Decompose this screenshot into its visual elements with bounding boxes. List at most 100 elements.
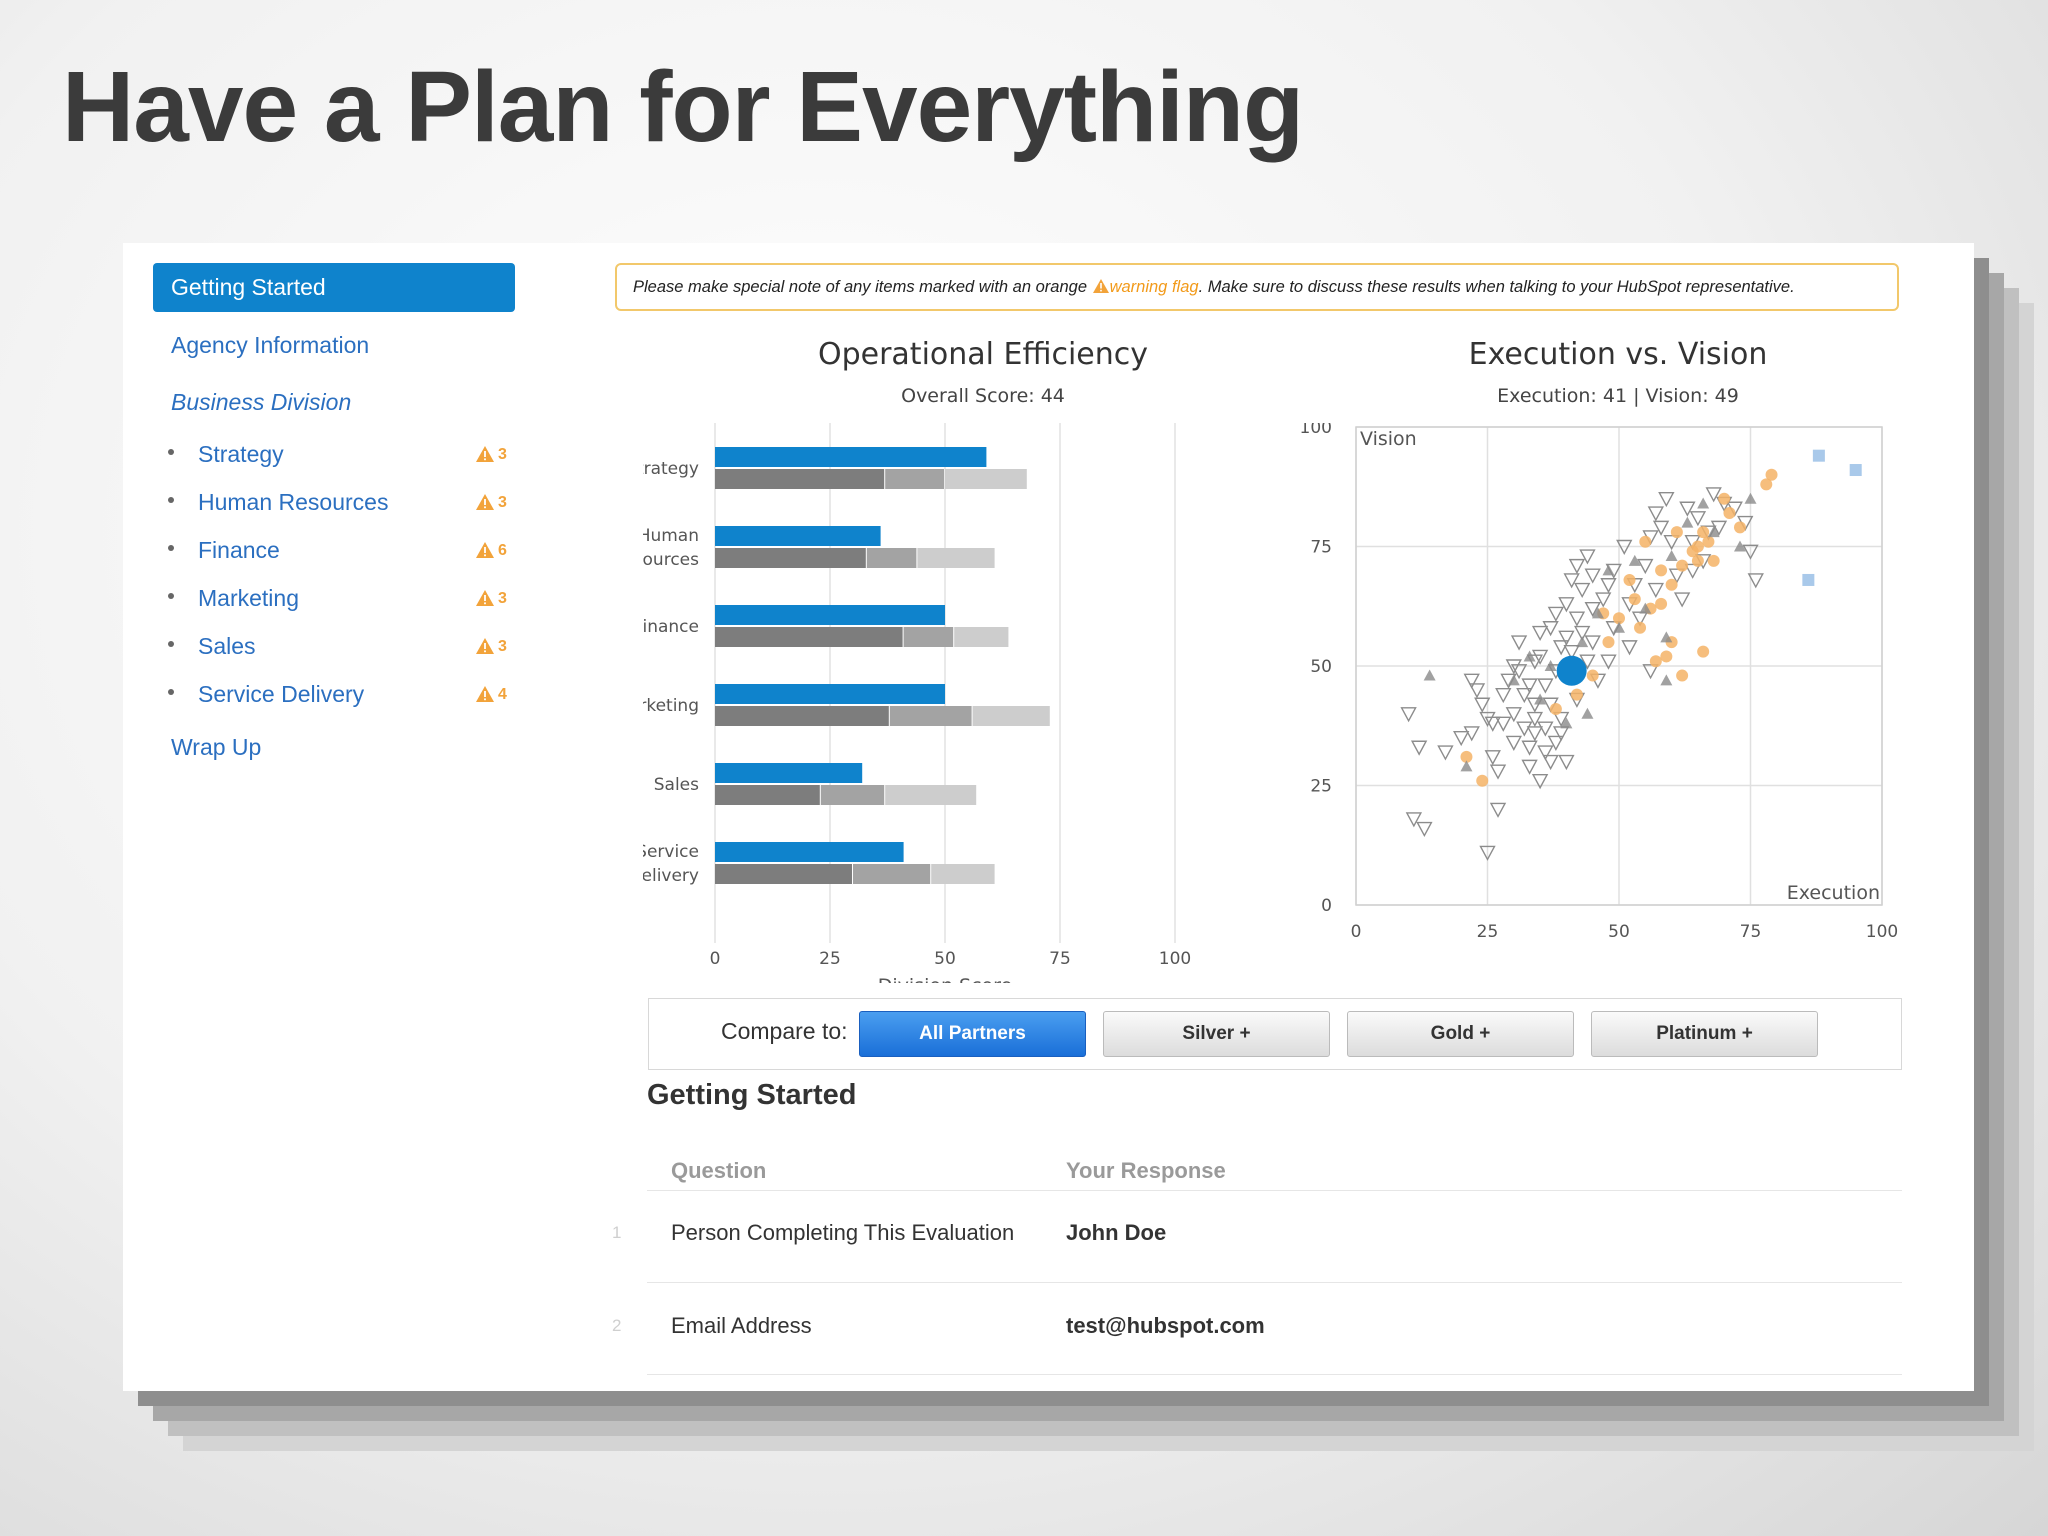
x-axis-label: Execution xyxy=(1787,882,1880,904)
scatter-point-partner xyxy=(1463,673,1480,689)
scatter-point-peer xyxy=(1665,578,1678,591)
scatter-point-partner xyxy=(1526,654,1544,670)
nav-item-finance[interactable]: Finance 6 xyxy=(168,537,518,571)
scatter-point-peer xyxy=(1649,655,1662,668)
category-label-line: Service xyxy=(643,842,699,862)
scatter-point-partner xyxy=(1526,726,1544,742)
scatter-point-other xyxy=(1423,669,1436,681)
nav-item-marketing[interactable]: Marketing 3 xyxy=(168,585,518,619)
scatter-point-peer xyxy=(1586,669,1599,682)
nav-item-sales[interactable]: Sales 3 xyxy=(168,633,518,667)
scatter-point-other xyxy=(1581,707,1594,719)
scatter-point-partner xyxy=(1453,731,1470,747)
warning-count: 6 xyxy=(498,542,507,559)
scatter-point-top-tier xyxy=(1802,573,1815,586)
scatter-point-partner xyxy=(1474,697,1491,713)
scatter-point-other xyxy=(1544,660,1557,671)
scatter-point-other xyxy=(1523,650,1536,662)
warning-badge: 4 xyxy=(475,685,511,707)
compare-gold-button[interactable]: Gold + xyxy=(1347,1011,1574,1057)
nav-getting-started[interactable]: Getting Started xyxy=(153,263,515,312)
scatter-point-partner xyxy=(1563,573,1580,589)
scatter-point-partner xyxy=(1668,568,1686,584)
scatter-point-partner xyxy=(1516,721,1533,737)
warning-triangle-icon xyxy=(476,446,494,462)
scatter-point-partner xyxy=(1405,812,1423,828)
scatter-point-partner xyxy=(1679,501,1696,517)
scatter-point-partner xyxy=(1616,539,1633,555)
scatter-point-partner xyxy=(1647,506,1664,522)
warning-notice: Please make special note of any items ma… xyxy=(615,263,1899,311)
nav-item-strategy[interactable]: Strategy 3 xyxy=(168,441,518,475)
row-question: Person Completing This Evaluation xyxy=(671,1220,1015,1245)
scatter-point-other xyxy=(1697,497,1710,509)
compare-all-partners-button[interactable]: All Partners xyxy=(859,1011,1086,1057)
scatter-point-partner xyxy=(1489,802,1507,818)
x-tick-label: 0 xyxy=(1351,922,1362,942)
compare-platinum-button[interactable]: Platinum + xyxy=(1591,1011,1818,1057)
scatter-point-partner xyxy=(1521,759,1538,775)
nav-business-division[interactable]: Business Division xyxy=(171,389,352,415)
scatter-point-partner xyxy=(1437,745,1454,761)
warning-badge: 3 xyxy=(475,493,511,515)
nav-item-service-delivery[interactable]: Service Delivery 4 xyxy=(168,681,518,715)
y-axis-label: Vision xyxy=(1360,428,1417,450)
scatter-point-partner xyxy=(1463,726,1480,742)
nav-agency-information[interactable]: Agency Information xyxy=(171,332,370,358)
category-label: Service Delivery xyxy=(643,842,699,886)
bar-your-score xyxy=(715,684,945,704)
scatter-point-peer xyxy=(1655,564,1668,577)
scatter-point-partner xyxy=(1631,611,1649,627)
bar-benchmark-segment xyxy=(715,706,889,726)
scatter-point-other xyxy=(1602,564,1615,576)
scatter-point-partner xyxy=(1558,754,1575,771)
scatter-point-partner xyxy=(1584,635,1601,651)
report-panel: Getting Started Agency Information Busin… xyxy=(123,243,1974,1391)
scatter-point-partner xyxy=(1537,721,1554,737)
scatter-point-partner xyxy=(1505,735,1522,751)
x-tick-label: 25 xyxy=(819,949,841,969)
bullet-dot xyxy=(168,497,174,503)
bar-benchmark-segment xyxy=(820,785,885,805)
row-response: John Doe xyxy=(1066,1220,1167,1245)
scatter-point-partner xyxy=(1526,697,1544,713)
warning-triangle-icon xyxy=(476,638,494,654)
category-label: Strategy xyxy=(643,459,699,479)
category-label: Finance xyxy=(643,617,699,637)
scatter-point-partner xyxy=(1537,745,1554,761)
scatter-point-peer xyxy=(1460,750,1473,763)
scatter-point-partner xyxy=(1552,640,1570,656)
scatter-point-partner xyxy=(1489,764,1507,780)
scatter-point-partner xyxy=(1600,654,1617,670)
bar-your-score xyxy=(715,447,987,467)
bar-benchmark-segment xyxy=(917,548,995,568)
x-tick-label: 75 xyxy=(1740,922,1762,942)
warning-badge: 3 xyxy=(475,637,511,659)
efficiency-title: Operational Efficiency xyxy=(817,337,1149,372)
scatter-point-partner xyxy=(1400,707,1417,723)
scatter-point-partner xyxy=(1689,511,1707,527)
nav-item-human-resources[interactable]: Human Resources 3 xyxy=(168,489,518,523)
scatter-point-partner xyxy=(1584,568,1601,584)
bar-your-score xyxy=(715,605,945,625)
scatter-point-peer xyxy=(1723,507,1736,520)
scatter-point-other xyxy=(1628,554,1641,566)
warning-count: 3 xyxy=(498,638,507,655)
scatter-title: Execution vs. Vision xyxy=(1468,337,1768,372)
compare-silver-button[interactable]: Silver + xyxy=(1103,1011,1330,1057)
scatter-point-partner xyxy=(1479,845,1496,861)
scatter-point-partner xyxy=(1531,774,1549,790)
x-tick-label: 50 xyxy=(934,949,956,969)
warning-count: 4 xyxy=(498,686,507,703)
scatter-point-peer xyxy=(1628,593,1641,606)
scatter-point-partner xyxy=(1595,592,1612,608)
x-tick-label: 75 xyxy=(1049,949,1071,969)
scatter-point-partner xyxy=(1484,750,1501,766)
row-question: Email Address xyxy=(671,1313,812,1338)
nav-wrap-up[interactable]: Wrap Up xyxy=(171,734,262,760)
execution-vision-scatter: 0 25 50 75 100 0 25 50 75 100 Vision Execution xyxy=(1300,423,1899,942)
scatter-point-other xyxy=(1613,621,1625,633)
scatter-point-other xyxy=(1560,717,1573,729)
scatter-point-partner xyxy=(1531,649,1549,665)
scatter-point-partner xyxy=(1579,654,1596,670)
